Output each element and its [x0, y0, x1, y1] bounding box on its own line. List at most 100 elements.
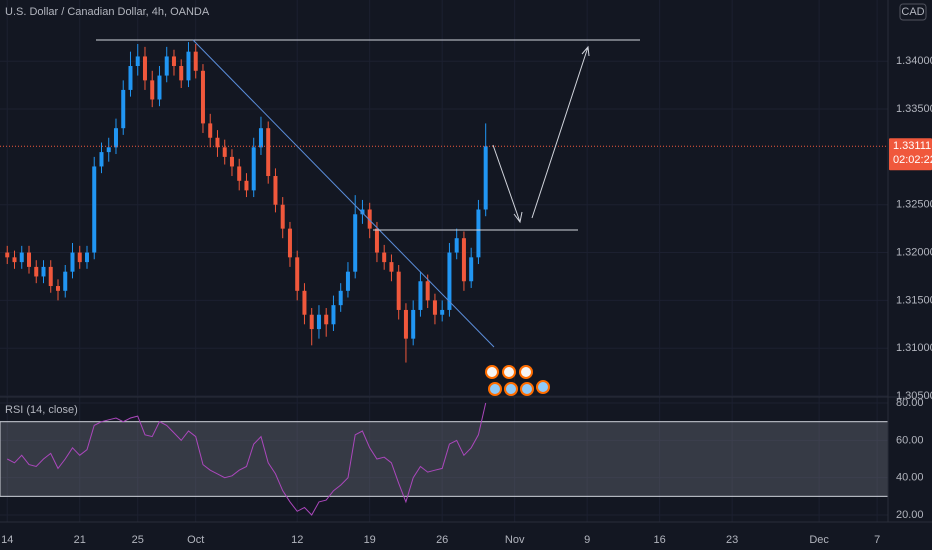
candle-body: [121, 89, 126, 129]
candle-body: [34, 266, 39, 277]
y-tick-label: 1.30500: [896, 390, 932, 402]
candle-body: [150, 80, 155, 100]
candle-body: [99, 152, 104, 167]
x-tick-label: 21: [74, 534, 86, 546]
axes: 14 21 25 Oct 12 19 26 Nov 9 16 23 Dec 7 1.34000 1.3350…: [1, 55, 932, 546]
candle-body: [244, 180, 249, 191]
candle-body: [55, 286, 60, 291]
x-tick-label: Nov: [505, 534, 525, 546]
candle-body: [258, 128, 263, 148]
x-tick-label: 19: [364, 534, 376, 546]
candle-body: [469, 257, 474, 282]
candle-body: [142, 56, 147, 81]
rsi-title: RSI (14, close): [5, 404, 78, 416]
candle-body: [338, 290, 343, 306]
event-icon[interactable]: [485, 365, 499, 379]
arrow-down: [492, 144, 523, 224]
candle-body: [382, 252, 387, 263]
candle-body: [215, 137, 220, 148]
x-tick-label: 12: [291, 534, 303, 546]
candle-body: [432, 300, 437, 315]
candle-body: [425, 281, 430, 301]
y-tick-label: 1.31500: [896, 294, 932, 306]
chart-title: U.S. Dollar / Canadian Dollar, 4h, OANDA: [5, 6, 210, 18]
candle-body: [135, 56, 140, 67]
candle-body: [26, 252, 31, 267]
candle-body: [411, 309, 416, 339]
candle-body: [106, 147, 111, 153]
candle-body: [41, 266, 46, 277]
candle-body: [454, 238, 459, 253]
candle-body: [200, 70, 205, 124]
candle-body: [483, 146, 488, 210]
candle-body: [403, 309, 408, 339]
y-tick-label: 60.00: [896, 434, 924, 446]
candle-body: [77, 252, 82, 263]
rsi-line: [6, 402, 487, 516]
marks: [0, 42, 888, 516]
candle-body: [186, 51, 191, 81]
candle-body: [273, 176, 278, 205]
event-icons: [485, 365, 550, 396]
candle-body: [113, 128, 118, 148]
candle-body: [476, 209, 481, 258]
candle-body: [92, 166, 97, 253]
event-icon[interactable]: [536, 380, 550, 394]
candle-body: [193, 51, 198, 71]
x-tick-label: 16: [654, 534, 666, 546]
candle-body: [171, 56, 176, 67]
candle-body: [447, 252, 452, 310]
x-tick-label: 9: [584, 534, 590, 546]
candle-body: [302, 290, 307, 315]
candle-body: [418, 281, 423, 310]
currency-button[interactable]: [899, 3, 927, 21]
candle-body: [360, 209, 365, 215]
candle-body: [237, 166, 242, 181]
x-tick-label: 7: [874, 534, 880, 546]
y-tick-label: 80.00: [896, 397, 924, 409]
event-icon[interactable]: [502, 365, 516, 379]
candle-body: [331, 305, 336, 325]
candle-body: [440, 309, 445, 315]
last-price-box: [889, 138, 932, 171]
event-icon[interactable]: [488, 382, 502, 396]
x-tick-label: 23: [726, 534, 738, 546]
countdown-label: 02:02:22: [893, 154, 932, 166]
candle-body: [70, 252, 75, 272]
grid: [0, 0, 889, 522]
candle-body: [208, 123, 213, 138]
y-tick-label: 1.32000: [896, 246, 932, 258]
candle-body: [316, 314, 321, 330]
candle-body: [280, 204, 285, 229]
y-tick-label: 1.33500: [896, 103, 932, 115]
event-icon[interactable]: [520, 382, 534, 396]
candle-body: [287, 228, 292, 258]
x-tick-label: 14: [1, 534, 13, 546]
candle-body: [461, 238, 466, 282]
candle-body: [353, 214, 358, 272]
candle-body: [84, 252, 89, 263]
candle-body: [295, 257, 300, 291]
candle-body: [5, 252, 10, 258]
candle-body: [374, 228, 379, 253]
x-tick-label: Dec: [809, 534, 829, 546]
x-tick-label: 25: [132, 534, 144, 546]
candle-body: [222, 147, 227, 157]
candle-body: [48, 266, 53, 287]
y-tick-label: 1.31000: [896, 342, 932, 354]
candle-body: [367, 209, 372, 229]
event-icon[interactable]: [504, 382, 518, 396]
candle-body: [396, 271, 401, 310]
candle-body: [345, 271, 350, 291]
y-tick-label: 1.32500: [896, 199, 932, 211]
currency-label[interactable]: CAD: [901, 6, 924, 18]
arrow-up: [531, 45, 590, 219]
candle-body: [19, 252, 24, 263]
y-tick-label: 20.00: [896, 509, 924, 521]
candle-body: [164, 56, 169, 76]
candle-body: [389, 262, 394, 272]
candle-body: [309, 314, 314, 330]
event-icon[interactable]: [519, 365, 533, 379]
